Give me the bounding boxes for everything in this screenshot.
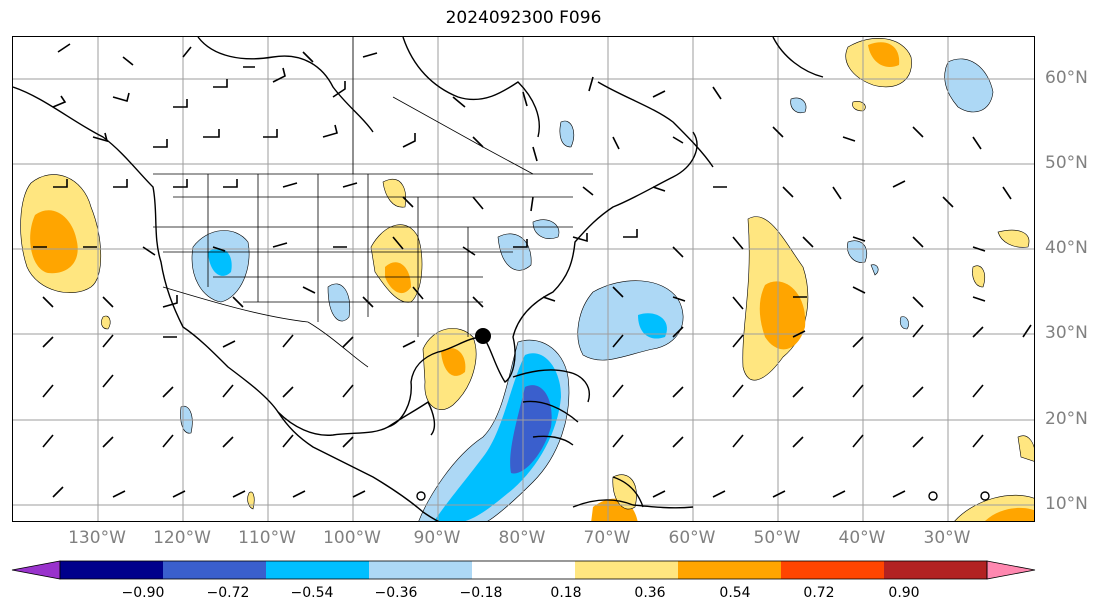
lat-label: 20°N [1045, 409, 1088, 429]
lon-label: 50°W [753, 528, 801, 548]
colorbar-segment [60, 561, 164, 579]
colorbar-segment [472, 561, 576, 579]
small-circle-marker [980, 491, 990, 501]
coastlines [13, 37, 824, 521]
lon-label: 110°W [238, 528, 296, 548]
colorbar [11, 560, 1036, 580]
map-panel [12, 36, 1035, 522]
lat-label: 60°N [1045, 68, 1088, 88]
colorbar-tick: −0.72 [206, 585, 250, 601]
colorbar-segment [678, 561, 782, 579]
lon-label: 100°W [323, 528, 381, 548]
colorbar-segment [266, 561, 370, 579]
lon-label: 30°W [923, 528, 971, 548]
lat-label: 40°N [1045, 238, 1088, 258]
lon-label: 130°W [68, 528, 126, 548]
colorbar-tick: 0.18 [550, 585, 582, 601]
lon-label: 120°W [153, 528, 211, 548]
lon-label: 40°W [838, 528, 886, 548]
lat-label: 10°N [1045, 494, 1088, 514]
colorbar-extend-low [11, 560, 61, 580]
state-borders [153, 37, 593, 368]
colorbar-segment [163, 561, 267, 579]
storm-center-marker [475, 328, 491, 344]
wind-barbs [33, 43, 1032, 498]
colorbar-tick: 0.90 [888, 585, 920, 601]
positive-anomaly-fills [20, 37, 1034, 521]
graticule [13, 37, 1034, 521]
negative-anomaly-fills [180, 58, 994, 521]
small-circle-marker [416, 491, 426, 501]
colorbar-tick: 0.36 [634, 585, 666, 601]
lat-label: 30°N [1045, 323, 1088, 343]
colorbar-segment [369, 561, 473, 579]
small-circle-marker [928, 491, 938, 501]
map-title: 2024092300 F096 [445, 8, 602, 28]
map-canvas [13, 37, 1034, 521]
colorbar-extend-high [986, 560, 1036, 580]
lon-label: 70°W [583, 528, 631, 548]
colorbar-segment [884, 561, 988, 579]
colorbar-tick: −0.36 [374, 585, 418, 601]
colorbar-tick: 0.54 [719, 585, 751, 601]
lat-label: 50°N [1045, 153, 1088, 173]
colorbar-segment [781, 561, 885, 579]
colorbar-segment [575, 561, 679, 579]
colorbar-tick: 0.72 [803, 585, 835, 601]
colorbar-frame [59, 560, 988, 580]
colorbar-tick: −0.54 [290, 585, 334, 601]
lon-label: 60°W [668, 528, 716, 548]
lon-label: 80°W [498, 528, 546, 548]
colorbar-segments [11, 560, 1036, 580]
lon-label: 90°W [413, 528, 461, 548]
colorbar-tick: −0.18 [459, 585, 503, 601]
colorbar-tick: −0.90 [121, 585, 165, 601]
